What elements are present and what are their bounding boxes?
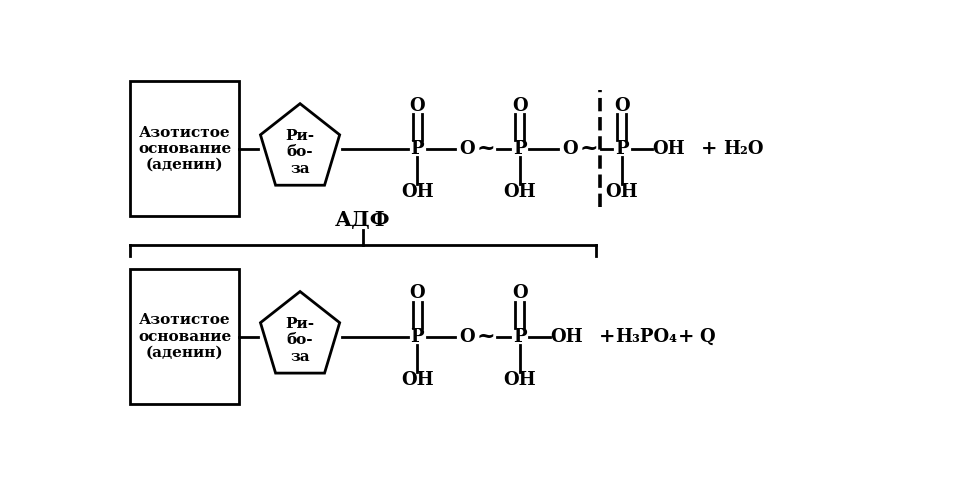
Text: Ри-
бо-
за: Ри- бо- за [285,317,315,364]
Text: ~: ~ [580,138,599,160]
Text: Азотистое
основание
(аденин): Азотистое основание (аденин) [138,313,232,360]
Text: ~: ~ [476,325,495,347]
Text: P: P [410,140,424,158]
Text: АДФ: АДФ [335,210,391,230]
Text: OH: OH [402,371,434,389]
Text: P: P [513,140,527,158]
Text: O: O [459,140,475,158]
Text: H₃PO₄: H₃PO₄ [616,327,677,346]
Text: Азотистое
основание
(аденин): Азотистое основание (аденин) [138,125,232,172]
Text: Q: Q [700,327,715,346]
Text: OH: OH [503,183,536,201]
Text: Ри-
бо-
за: Ри- бо- за [285,129,315,176]
Text: OH: OH [402,183,434,201]
Polygon shape [261,291,340,373]
Text: O: O [409,97,425,115]
Text: P: P [513,327,527,346]
Text: +: + [701,140,717,158]
Text: +: + [678,327,695,346]
Text: P: P [616,140,628,158]
FancyBboxPatch shape [130,269,239,404]
Text: P: P [410,327,424,346]
Text: O: O [512,285,528,303]
Text: +: + [599,327,615,346]
Polygon shape [261,103,340,185]
Text: H₂O: H₂O [723,140,763,158]
Text: O: O [512,97,528,115]
Text: ~: ~ [476,138,495,160]
Text: O: O [409,285,425,303]
Text: O: O [563,140,578,158]
Text: O: O [615,97,629,115]
Text: O: O [459,327,475,346]
Text: OH: OH [606,183,638,201]
FancyBboxPatch shape [130,81,239,216]
Text: OH: OH [503,371,536,389]
Text: OH: OH [653,140,685,158]
Text: OH: OH [550,327,583,346]
